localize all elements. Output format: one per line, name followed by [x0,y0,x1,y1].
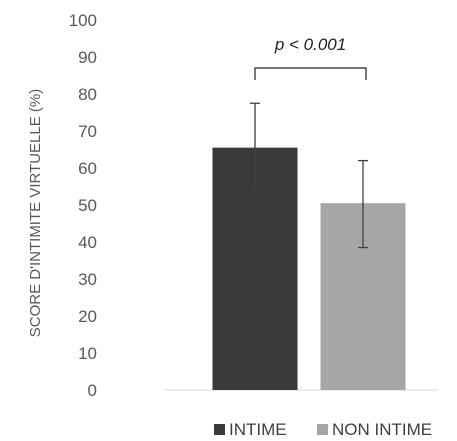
y-tick-label: 60 [78,159,97,178]
error-bars [250,102,368,249]
legend-label: INTIME [229,420,287,439]
y-tick-label: 80 [78,85,97,104]
y-axis-ticks: 0 10 20 30 40 50 60 70 80 90 100 [69,11,97,400]
significance-label: p < 0.001 [274,35,346,54]
y-tick-label: 10 [78,344,97,363]
legend-swatch [214,424,225,435]
y-tick-label: 70 [78,122,97,141]
y-tick-label: 40 [78,233,97,252]
y-tick-label: 0 [88,381,97,400]
y-tick-label: 90 [78,48,97,67]
y-tick-label: 20 [78,307,97,326]
y-tick-label: 30 [78,270,97,289]
legend-swatch [317,424,328,435]
significance-bracket [254,67,367,80]
bars [212,147,406,390]
y-tick-label: 100 [69,11,97,30]
y-axis-label: SCORE D'INTIMITE VIRTUELLE (%) [27,89,44,337]
legend: INTIME NON INTIME [214,420,432,439]
y-tick-label: 50 [78,196,97,215]
legend-label: NON INTIME [332,420,432,439]
